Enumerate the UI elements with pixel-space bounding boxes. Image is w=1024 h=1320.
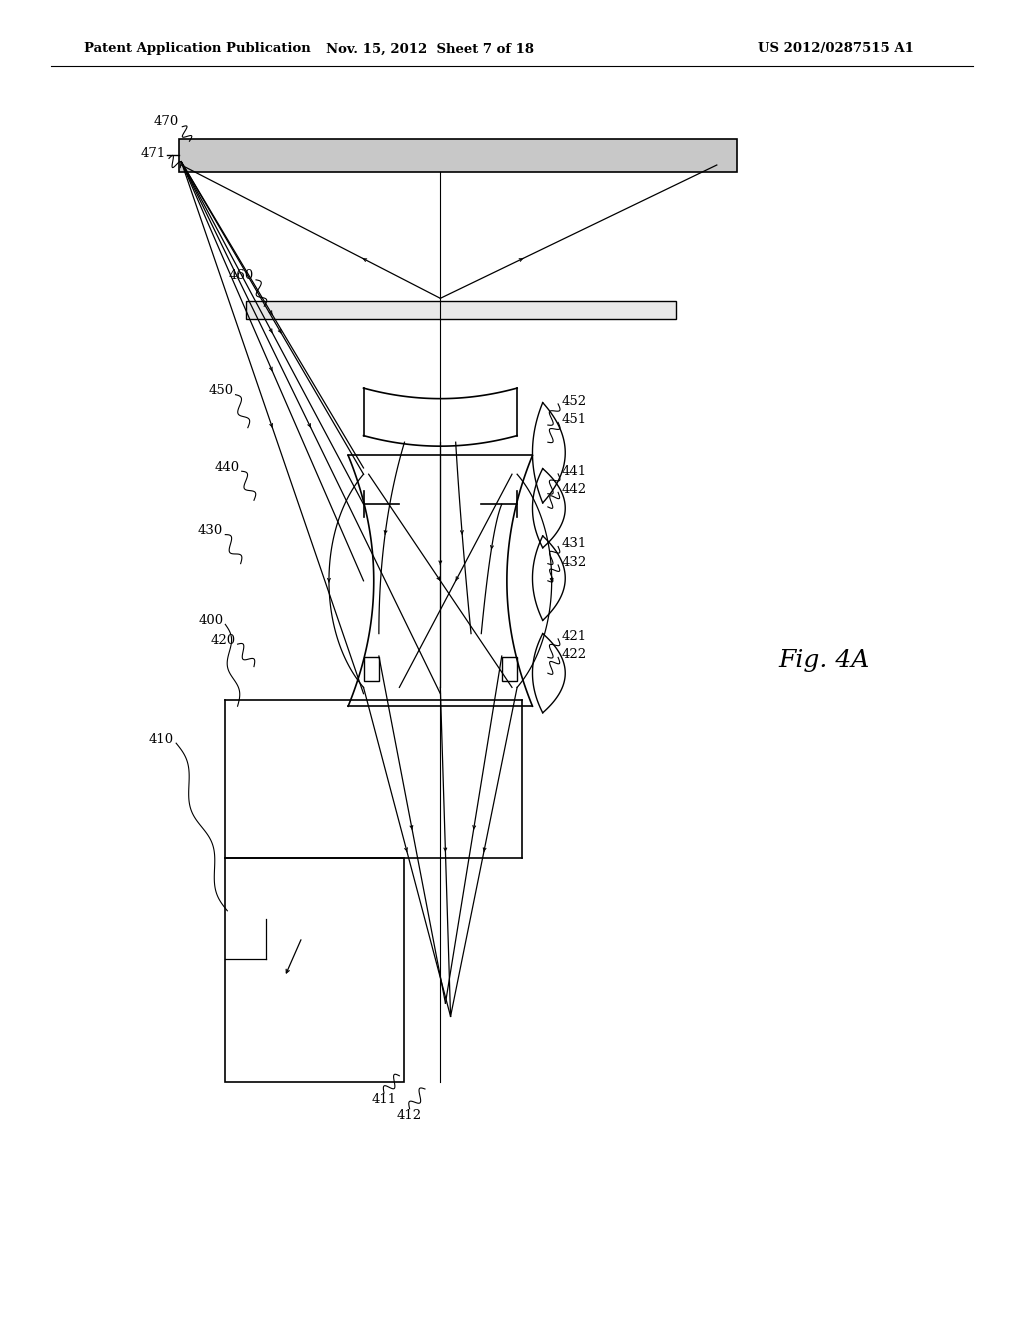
Text: 400: 400	[198, 614, 223, 627]
Text: Nov. 15, 2012  Sheet 7 of 18: Nov. 15, 2012 Sheet 7 of 18	[326, 42, 535, 55]
Text: 451: 451	[561, 413, 587, 426]
Text: 421: 421	[561, 630, 587, 643]
Text: 460: 460	[228, 269, 254, 282]
Text: 410: 410	[148, 733, 174, 746]
Text: 422: 422	[561, 648, 587, 661]
Text: 440: 440	[214, 461, 240, 474]
Text: 431: 431	[561, 537, 587, 550]
Bar	[179, 139, 737, 172]
Text: 441: 441	[561, 465, 587, 478]
Text: 411: 411	[372, 1093, 396, 1106]
Bar	[225, 858, 404, 1082]
Text: 470: 470	[154, 115, 179, 128]
Text: 430: 430	[198, 524, 223, 537]
Bar	[364, 657, 379, 681]
Text: Fig. 4A: Fig. 4A	[778, 648, 869, 672]
Bar	[502, 657, 517, 681]
Text: US 2012/0287515 A1: US 2012/0287515 A1	[758, 42, 913, 55]
Text: Patent Application Publication: Patent Application Publication	[84, 42, 310, 55]
Bar	[246, 301, 676, 319]
Text: 452: 452	[561, 395, 587, 408]
Text: 450: 450	[208, 384, 233, 397]
Text: 442: 442	[561, 483, 587, 496]
Text: 412: 412	[397, 1109, 422, 1122]
Text: 471: 471	[140, 147, 166, 160]
Text: 432: 432	[561, 556, 587, 569]
Text: 420: 420	[210, 634, 236, 647]
